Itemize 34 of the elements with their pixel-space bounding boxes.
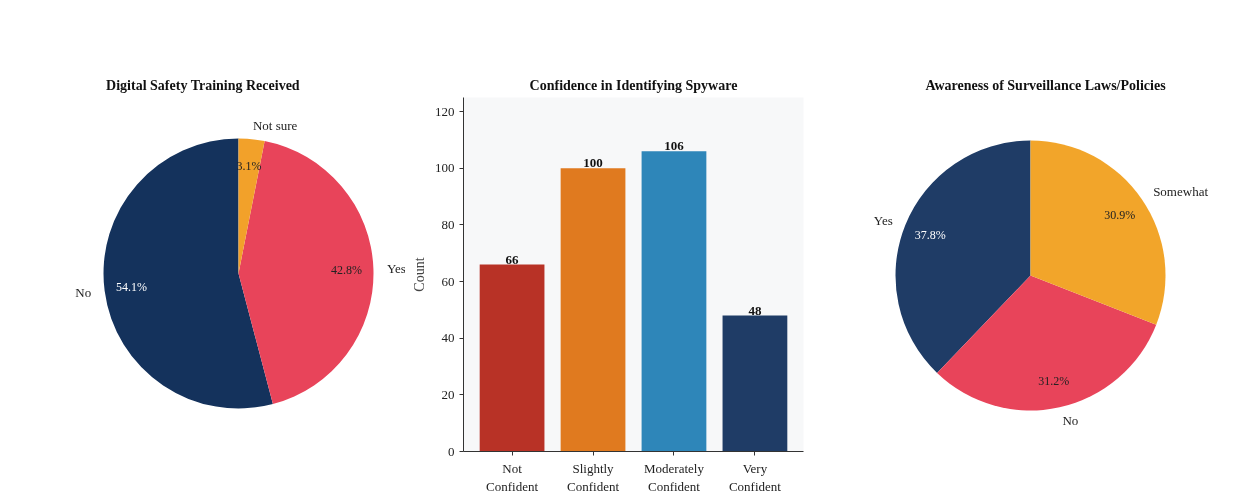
x-tick-label: Moderately Confident: [644, 460, 705, 494]
data-label: 42.8%: [330, 263, 362, 278]
y-axis-title: Count: [412, 257, 427, 292]
bar: [722, 315, 788, 452]
slice-label: No: [1062, 413, 1079, 429]
slice-label: Somewhat: [1153, 184, 1209, 200]
data-label: 37.8%: [914, 228, 946, 243]
y-tick-label: 20: [441, 386, 455, 402]
bar: [641, 151, 707, 452]
chart-title: Digital Safety Training Received: [106, 77, 300, 93]
slice-label: Yes: [386, 261, 406, 277]
y-tick-label: 0: [448, 443, 455, 459]
y-tick-label: 40: [441, 330, 455, 346]
data-label: 106: [664, 138, 685, 154]
bar: [560, 168, 626, 452]
data-label: 66: [505, 251, 520, 267]
chart-title: Confidence in Identifying Spyware: [529, 77, 738, 93]
y-tick-label: 120: [435, 103, 455, 119]
y-tick-label: 60: [441, 273, 455, 289]
x-tick-label: Slightly Confident: [567, 460, 620, 494]
slice-label: No: [75, 285, 92, 301]
y-tick-label: 80: [441, 216, 455, 232]
data-label: 30.9%: [1104, 207, 1136, 222]
data-label: 54.1%: [115, 280, 147, 295]
data-label: 31.2%: [1038, 373, 1070, 388]
bar: [479, 264, 545, 452]
x-tick-label: Very Confident: [728, 460, 782, 494]
y-tick-label: 100: [435, 160, 455, 176]
data-label: 48: [748, 302, 762, 318]
chart-title: Awareness of Surveillance Laws/Policies: [925, 77, 1167, 93]
slice-label: Yes: [873, 212, 893, 228]
slice-label: Not sure: [252, 118, 298, 134]
x-tick-label: Not Confident: [486, 460, 539, 494]
data-label: 100: [583, 155, 603, 171]
